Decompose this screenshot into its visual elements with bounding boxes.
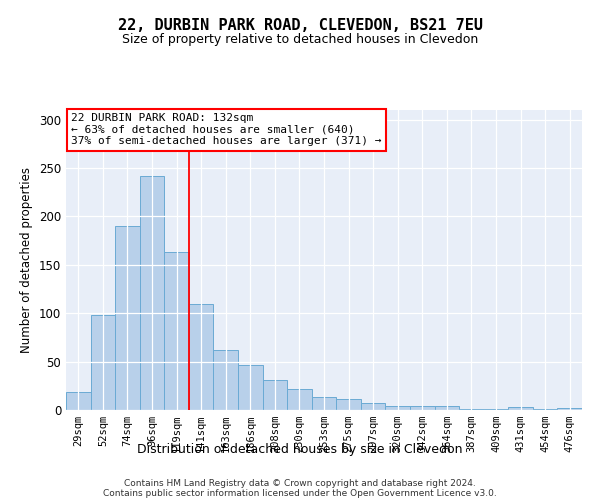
Text: 22, DURBIN PARK ROAD, CLEVEDON, BS21 7EU: 22, DURBIN PARK ROAD, CLEVEDON, BS21 7EU [118, 18, 482, 32]
Bar [508, 407, 533, 410]
Bar [263, 380, 287, 410]
Bar [336, 400, 361, 410]
Bar [459, 409, 484, 410]
Bar [140, 176, 164, 410]
Bar [115, 226, 140, 410]
Bar [410, 406, 434, 410]
Text: Distribution of detached houses by size in Clevedon: Distribution of detached houses by size … [137, 442, 463, 456]
Bar [164, 252, 189, 410]
Text: Contains public sector information licensed under the Open Government Licence v3: Contains public sector information licen… [103, 488, 497, 498]
Bar [287, 388, 312, 410]
Bar [434, 406, 459, 410]
Bar [189, 304, 214, 410]
Bar [91, 315, 115, 410]
Bar [238, 364, 263, 410]
Bar [214, 350, 238, 410]
Bar [385, 406, 410, 410]
Bar [361, 403, 385, 410]
Bar [557, 408, 582, 410]
Bar [533, 409, 557, 410]
Text: 22 DURBIN PARK ROAD: 132sqm
← 63% of detached houses are smaller (640)
37% of se: 22 DURBIN PARK ROAD: 132sqm ← 63% of det… [71, 113, 382, 146]
Text: Size of property relative to detached houses in Clevedon: Size of property relative to detached ho… [122, 32, 478, 46]
Bar [484, 409, 508, 410]
Text: Contains HM Land Registry data © Crown copyright and database right 2024.: Contains HM Land Registry data © Crown c… [124, 478, 476, 488]
Y-axis label: Number of detached properties: Number of detached properties [20, 167, 34, 353]
Bar [312, 398, 336, 410]
Bar [66, 392, 91, 410]
